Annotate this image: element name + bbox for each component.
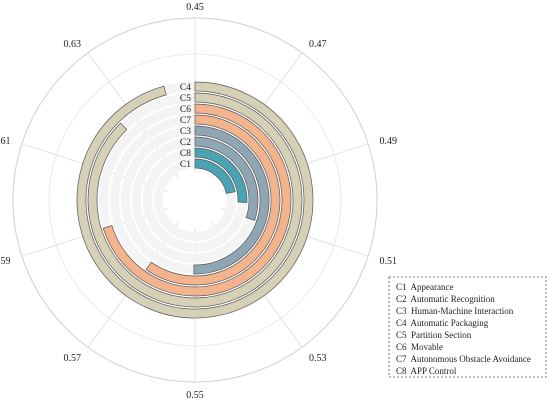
bar-c4 xyxy=(76,81,314,319)
angular-tick-label: 0.53 xyxy=(309,353,327,364)
bar-c6 xyxy=(102,103,292,297)
legend-item-c5: C5 Partition Section xyxy=(396,330,472,340)
bar-label-c7: C7 xyxy=(180,116,191,126)
bar-c2 xyxy=(194,136,259,221)
bar-c1 xyxy=(194,158,236,194)
legend-item-c6: C6 Movable xyxy=(396,342,443,352)
angular-tick-label: 0.63 xyxy=(63,39,81,50)
legend-item-c7: C7 Autonomous Obstacle Avoidance xyxy=(396,354,531,364)
bar-label-c4: C4 xyxy=(180,83,191,93)
legend-item-c8: C8 APP Control xyxy=(396,366,457,376)
angular-tick-label: 0.49 xyxy=(380,136,398,147)
angular-tick-label: 0.51 xyxy=(380,256,398,267)
angular-tick-label: 0.47 xyxy=(309,39,327,50)
bar-label-c8: C8 xyxy=(180,149,191,159)
polar-grid xyxy=(12,17,378,383)
legend: C1 Appearance C2 Automatic Recognition C… xyxy=(388,276,547,378)
bar-c8 xyxy=(194,147,248,203)
legend-item-c1: C1 Appearance xyxy=(396,282,453,292)
bar-label-c5: C5 xyxy=(180,94,191,104)
bar-c7 xyxy=(145,114,281,286)
bar-label-c3: C3 xyxy=(180,127,191,137)
legend-item-c3: C3 Human-Machine Interaction xyxy=(396,306,514,316)
legend-frame xyxy=(388,276,547,378)
bar-series xyxy=(76,81,314,319)
angular-tick-labels: 0.45 0.47 0.49 0.51 0.53 0.55 0.57 0.59 0.61 0.63 xyxy=(0,2,397,400)
bar-label-c1: C1 xyxy=(180,160,191,170)
bar-c3 xyxy=(193,125,270,275)
angular-tick-label: 0.59 xyxy=(0,256,11,267)
angular-tick-label: 0.57 xyxy=(63,353,81,364)
angular-tick-label: 0.61 xyxy=(0,136,11,147)
bar-c5 xyxy=(87,92,303,308)
legend-item-c2: C2 Automatic Recognition xyxy=(396,294,495,304)
bar-label-c2: C2 xyxy=(180,138,191,148)
bar-label-c6: C6 xyxy=(180,105,191,115)
legend-item-c4: C4 Automatic Packaging xyxy=(396,318,489,328)
angular-tick-label: 0.45 xyxy=(186,2,204,13)
angular-tick-label: 0.55 xyxy=(186,390,204,400)
